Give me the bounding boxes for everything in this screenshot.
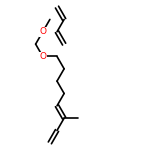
Text: O: O (39, 52, 46, 61)
Text: O: O (39, 27, 46, 36)
